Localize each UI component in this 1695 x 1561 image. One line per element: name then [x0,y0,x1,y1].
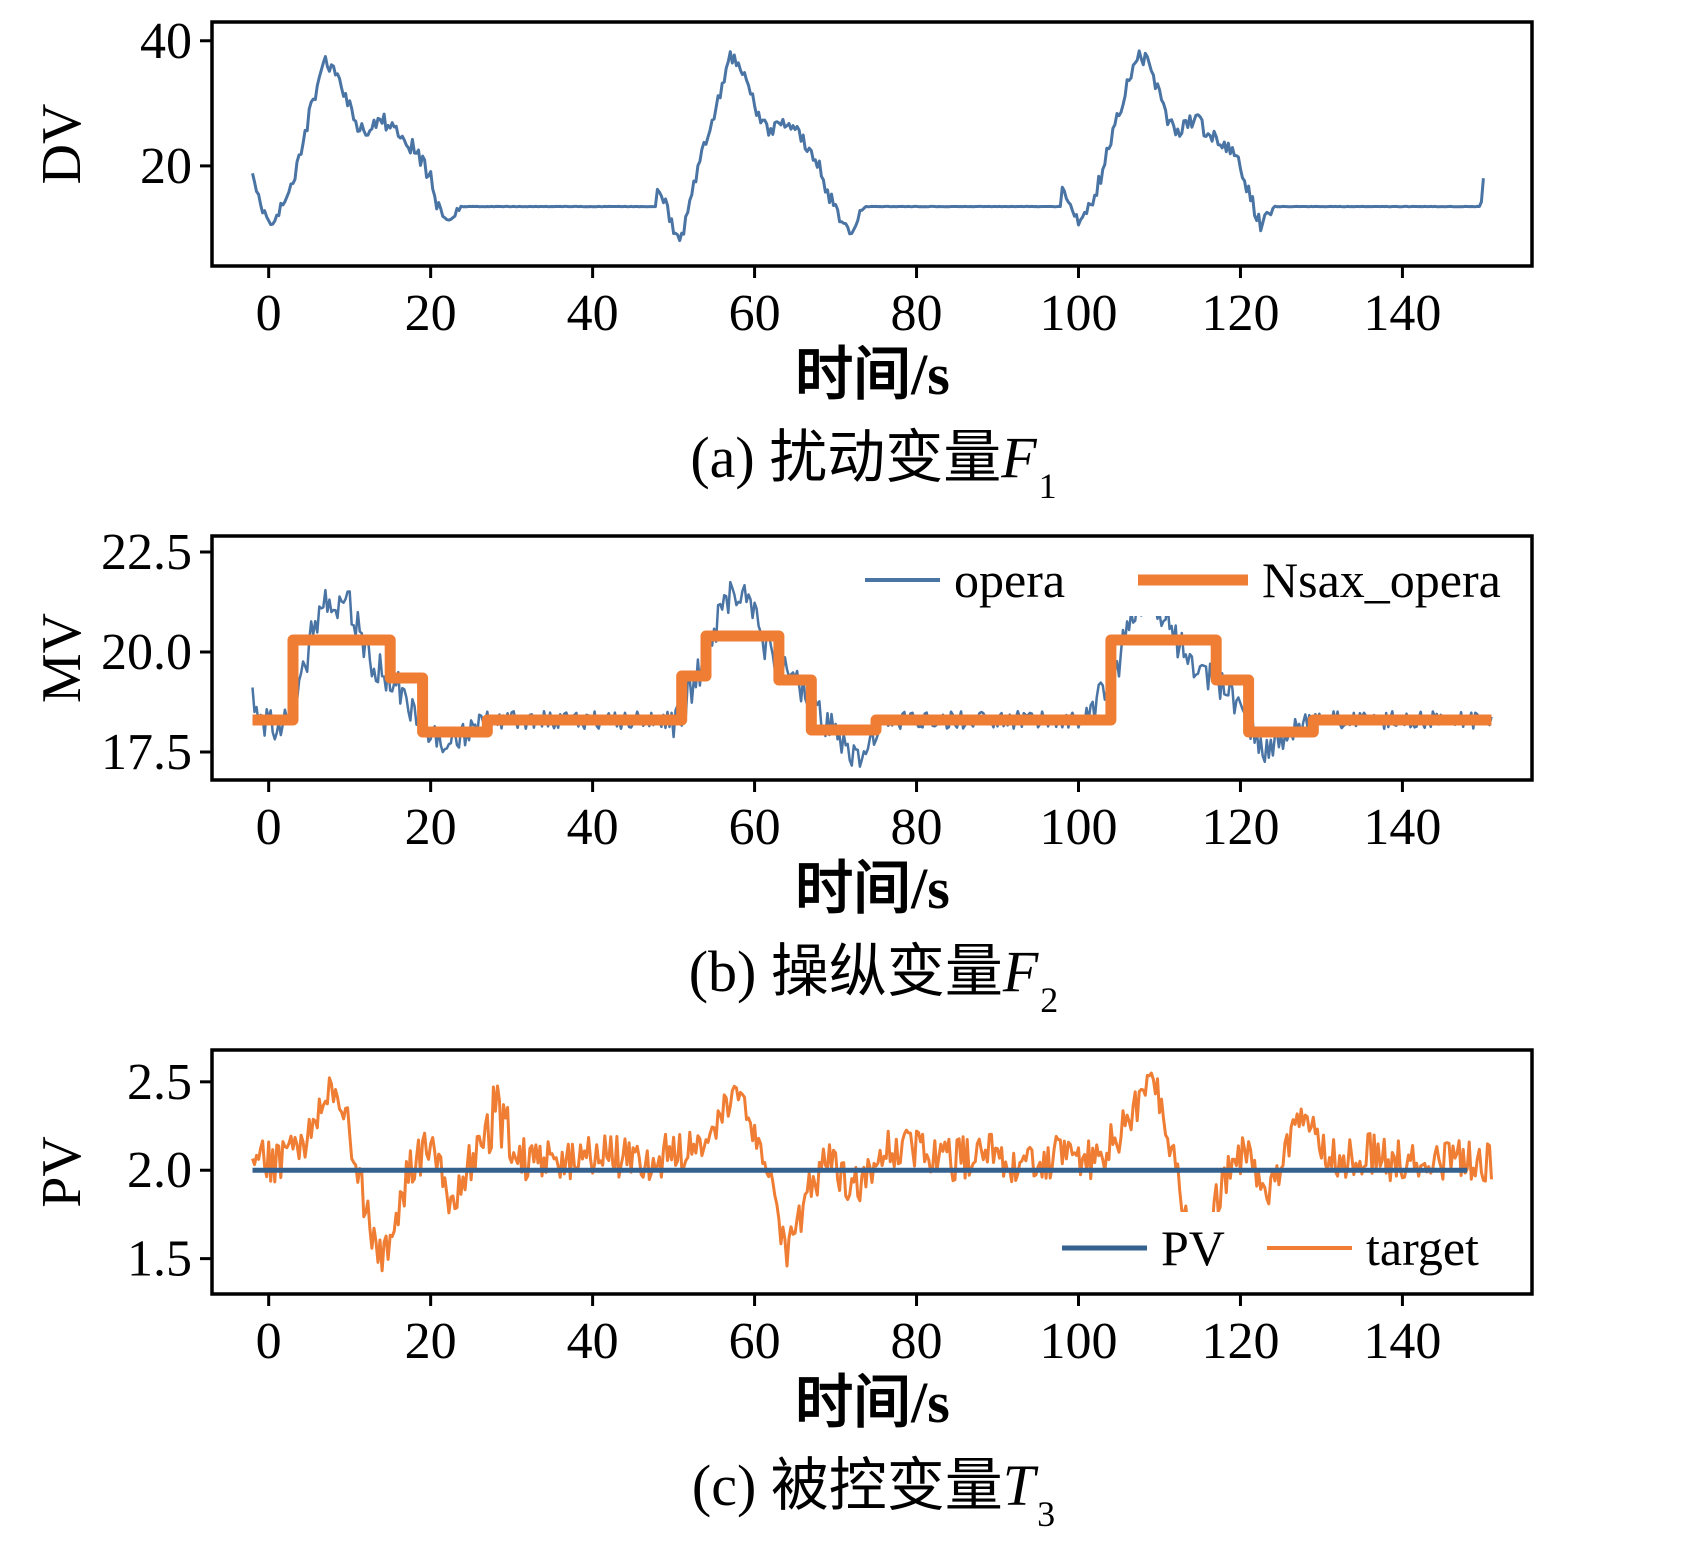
y-tick-label: 17.5 [101,724,192,781]
axes-box [210,20,1534,268]
x-tick-label: 60 [729,799,781,854]
caption-c-subscript: 3 [1037,1493,1056,1534]
y-axis-label-a: DV [31,104,93,185]
x-tick-label: 140 [1363,799,1441,854]
y-tick-label: 20 [140,138,192,195]
x-tick-label: 80 [891,799,943,854]
chart-c-block: PV target 0 20 40 60 80 100 120 140 1.5 2.0 2.5 PV 时间… [0,1036,1695,1534]
chart-a-canvas: 0 20 40 60 80 100 120 140 20 40 DV [31,13,1534,340]
plot-area-b [251,578,1493,768]
caption-c-symbol: T [1002,1453,1036,1518]
y-tick-label: 20.0 [101,624,192,681]
x-tick-label: 120 [1201,285,1279,340]
caption-b-text: (b) 操纵变量 [688,939,1003,1004]
x-tick-label: 0 [256,285,282,340]
x-tick-label: 100 [1040,799,1118,854]
x-tick-label: 140 [1363,1313,1441,1368]
x-tick-label: 20 [405,285,457,340]
x-tick-label: 80 [891,285,943,340]
axes-box [210,534,1534,782]
y-tick-label: 1.5 [127,1231,192,1288]
y-axis-label-c: PV [31,1136,93,1208]
x-tick-label: 80 [891,1313,943,1368]
series-DV [251,49,1485,243]
x-tick-label: 120 [1201,799,1279,854]
legend-label-PV: PV [1161,1220,1225,1276]
x-tick-label: 40 [567,1313,619,1368]
x-tick-label: 100 [1040,1313,1118,1368]
x-tick-label: 100 [1040,285,1118,340]
caption-a-subscript: 1 [1038,465,1057,506]
caption-a-text: (a) 扰动变量 [690,425,1002,490]
caption-a-symbol: F [1001,425,1037,490]
plot-area-c [251,1071,1493,1273]
y-tick-label: 22.5 [101,524,192,581]
x-tick-label: 0 [256,799,282,854]
y-tick-label: 2.5 [127,1054,192,1111]
chart-a-block: 0 20 40 60 80 100 120 140 20 40 DV 时间/s (a) 扰动变量F1 [0,8,1695,506]
caption-b-subscript: 2 [1040,979,1059,1020]
chart-c-canvas: PV target 0 20 40 60 80 100 120 140 1.5 2.0 2.5 PV [31,1048,1534,1368]
plot-area-a [251,49,1485,243]
caption-b-symbol: F [1002,939,1039,1004]
y-tick-label: 40 [140,13,192,70]
y-axis-label-b: MV [31,613,93,703]
x-tick-label: 20 [405,799,457,854]
chart-b-block: opera Nsax_opera 0 20 40 60 80 100 120 140 17.5 20.… [0,522,1695,1020]
chart-b-xlabel: 时间/s [795,856,950,921]
legend-label-target: target [1366,1220,1479,1276]
axes-box [210,1048,1534,1296]
legend-label-opera: opera [954,552,1065,608]
chart-c-xlabel: 时间/s [795,1370,950,1435]
chart-a-xlabel: 时间/s [795,342,950,407]
x-tick-label: 40 [567,799,619,854]
x-tick-label: 60 [729,1313,781,1368]
x-tick-label: 120 [1201,1313,1279,1368]
x-tick-label: 140 [1363,285,1441,340]
caption-c-text: (c) 被控变量 [691,1453,1003,1518]
y-tick-label: 2.0 [127,1142,192,1199]
x-tick-label: 40 [567,285,619,340]
x-tick-label: 60 [729,285,781,340]
series-target [251,1071,1493,1273]
chart-c-caption: (c) 被控变量T3 [25,1446,1695,1534]
series-Nsax_opera [252,630,1492,738]
chart-a-caption: (a) 扰动变量F1 [25,418,1695,506]
chart-b-canvas: opera Nsax_opera 0 20 40 60 80 100 120 140 17.5 20.… [31,524,1534,854]
chart-b-caption: (b) 操纵变量F2 [25,932,1695,1020]
x-tick-label: 0 [256,1313,282,1368]
x-tick-label: 20 [405,1313,457,1368]
legend-label-Nsax_opera: Nsax_opera [1262,552,1501,608]
